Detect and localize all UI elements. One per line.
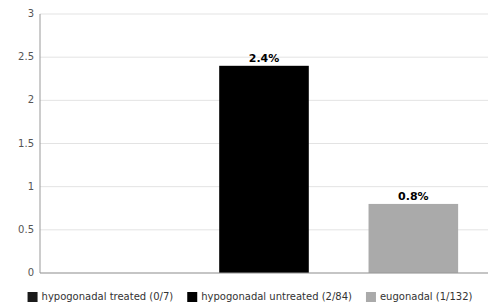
- y-axis-ticks: 0 0.5 1 1.5 2 2.5 3: [18, 8, 34, 278]
- x-axis-line: [40, 273, 488, 274]
- legend-item: eugonadal (1/132): [366, 291, 473, 302]
- data-label: 2.4%: [249, 52, 280, 65]
- bar: [219, 66, 309, 273]
- y-tick-label: 2: [28, 94, 34, 105]
- grid-line: [40, 273, 488, 274]
- legend-label: eugonadal (1/132): [380, 291, 473, 302]
- y-axis-line: [40, 14, 41, 273]
- legend-swatch: [28, 292, 38, 302]
- bars: [219, 66, 458, 273]
- legend-label: hypogonadal untreated (2/84): [201, 291, 352, 302]
- legend: hypogonadal treated (0/7) hypogonadal unt…: [28, 291, 473, 302]
- y-tick-label: 0.5: [18, 224, 34, 235]
- data-label: 0.8%: [398, 190, 429, 203]
- legend-item: hypogonadal untreated (2/84): [187, 291, 352, 302]
- y-tick-label: 2.5: [18, 51, 34, 62]
- legend-swatch: [366, 292, 376, 302]
- legend-swatch: [187, 292, 197, 302]
- bar: [369, 204, 459, 273]
- y-tick-label: 1.5: [18, 138, 34, 149]
- grid-line: [40, 14, 488, 15]
- legend-item: hypogonadal treated (0/7): [28, 291, 174, 302]
- y-tick-label: 1: [28, 181, 34, 192]
- grid: [40, 14, 488, 273]
- y-tick-label: 0: [28, 267, 34, 278]
- legend-label: hypogonadal treated (0/7): [42, 291, 174, 302]
- data-labels: 2.4% 0.8%: [249, 52, 429, 203]
- y-tick-label: 3: [28, 8, 34, 19]
- chart: 0 0.5 1 1.5 2 2.5 3 2.4% 0.8% hypogonadal treated…: [0, 0, 500, 307]
